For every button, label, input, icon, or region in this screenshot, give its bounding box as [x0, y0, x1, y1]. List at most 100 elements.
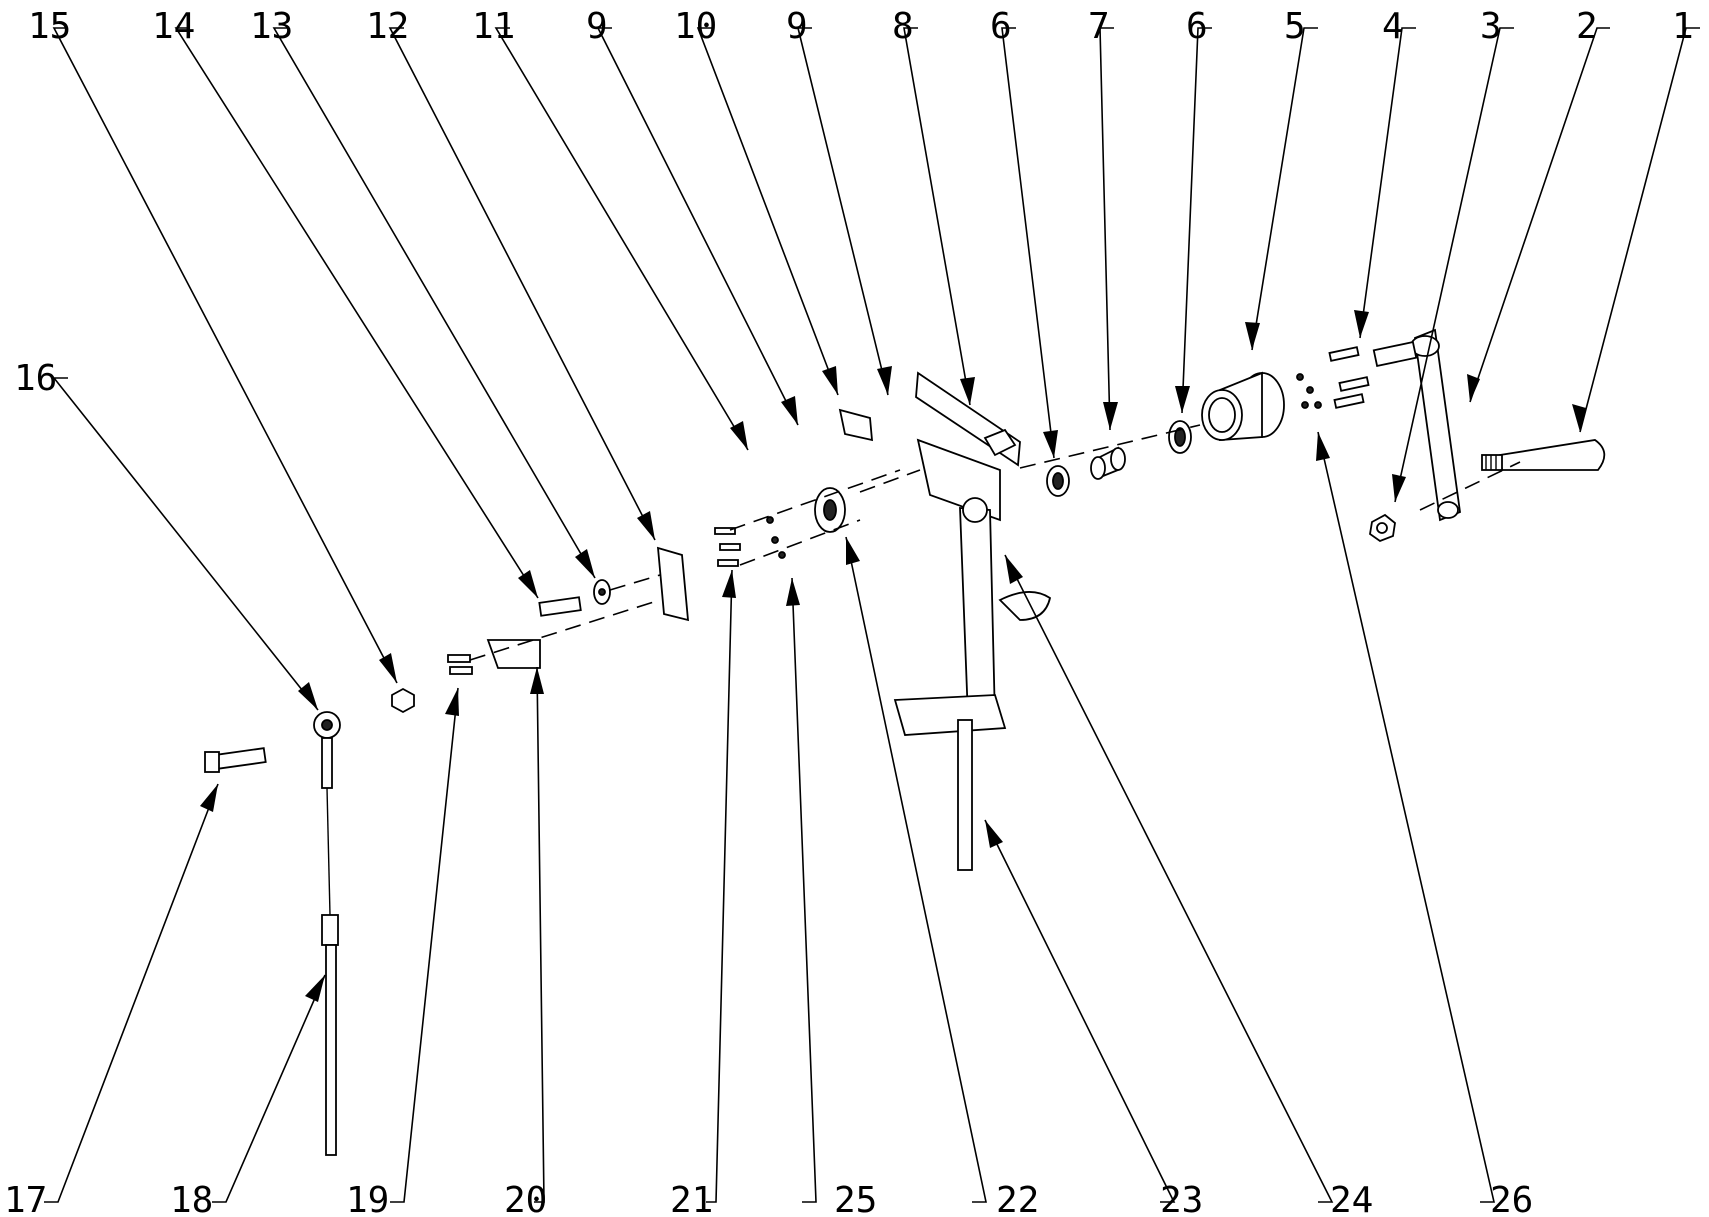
- part-angle-bracket-20: [486, 639, 541, 669]
- leader-6a: [1001, 27, 1055, 459]
- callout-2: 2: [1576, 6, 1598, 47]
- callout-16: 16: [14, 358, 57, 399]
- callout-4: 4: [1382, 6, 1404, 47]
- arrowhead-23: [985, 820, 1003, 848]
- arrowhead-6a: [1043, 430, 1058, 458]
- part-spacer-7: [1090, 446, 1126, 480]
- callout-25: 25: [834, 1180, 877, 1217]
- part-rod-23: [957, 719, 973, 871]
- callout-24: 24: [1330, 1180, 1373, 1217]
- leader-16: [52, 377, 319, 711]
- leader-5: [1251, 27, 1318, 351]
- callout-6b: 6: [1186, 6, 1208, 47]
- arrowhead-4: [1354, 310, 1369, 338]
- part-nut-3: [1369, 513, 1396, 543]
- leader-15: [52, 27, 398, 684]
- arrowhead-9a: [781, 396, 798, 425]
- part-washer-13: [593, 579, 611, 605]
- arrowhead-2: [1467, 374, 1480, 402]
- callout-9b: 9: [786, 6, 808, 47]
- part-bracket-10: [838, 408, 874, 442]
- arrowhead-5: [1245, 322, 1260, 350]
- part-bearing-6b: [1168, 420, 1192, 454]
- callout-6a: 6: [990, 6, 1012, 47]
- arrowhead-14: [518, 570, 538, 598]
- leader-23: [984, 819, 1176, 1203]
- part-bolt-17: [204, 747, 267, 773]
- part-screws-19: [447, 654, 473, 675]
- part-frame-column: [893, 438, 1052, 736]
- arrowhead-3: [1392, 474, 1406, 502]
- leader-arrowheads: [200, 310, 1586, 1002]
- arrowhead-10: [822, 366, 838, 395]
- callout-7: 7: [1088, 6, 1110, 47]
- arrowhead-25: [786, 578, 800, 606]
- callout-14: 14: [152, 6, 195, 47]
- callout-labels: 1 2 3 4 5 6 7 6 8 9 10 9 11 12 13 14 15 …: [4, 6, 1694, 1217]
- callout-18: 18: [170, 1180, 213, 1217]
- leader-lines: [44, 27, 1700, 1203]
- callout-8: 8: [892, 6, 914, 47]
- callout-9a: 9: [586, 6, 608, 47]
- leader-2: [1469, 27, 1610, 403]
- arrowhead-22: [846, 537, 860, 565]
- leader-8: [903, 27, 971, 406]
- arrowhead-7: [1103, 402, 1118, 430]
- part-nut-15: [391, 687, 415, 714]
- leader-22: [845, 536, 987, 1203]
- callout-13: 13: [250, 6, 293, 47]
- part-crank-arm: [1372, 328, 1461, 522]
- leader-11: [494, 27, 749, 451]
- callout-3: 3: [1480, 6, 1502, 47]
- arrowhead-11: [730, 421, 748, 450]
- leader-25: [791, 577, 817, 1203]
- leader-10: [696, 27, 839, 396]
- callout-21: 21: [670, 1180, 713, 1217]
- callout-20: 20: [504, 1180, 547, 1217]
- arrowhead-24: [1005, 555, 1023, 584]
- leader-1: [1579, 27, 1700, 433]
- arrowhead-12: [637, 511, 655, 540]
- leader-9b: [796, 27, 889, 396]
- part-pin-14: [538, 596, 582, 617]
- leader-21: [706, 569, 733, 1203]
- callout-17: 17: [4, 1180, 47, 1217]
- callout-23: 23: [1160, 1180, 1203, 1217]
- callout-19: 19: [346, 1180, 389, 1217]
- arrowhead-6b: [1175, 386, 1190, 413]
- arrowhead-1: [1572, 404, 1586, 432]
- callout-22: 22: [996, 1180, 1039, 1217]
- leader-9a: [596, 27, 799, 426]
- leader-18: [212, 974, 326, 1203]
- leader-19: [390, 687, 459, 1203]
- arrowhead-16: [298, 682, 318, 710]
- assembly-parts: [204, 328, 1606, 1156]
- part-flange-22: [814, 487, 846, 533]
- assembly-axes: [469, 424, 1521, 661]
- leader-14: [174, 27, 539, 599]
- part-screws-4: [1296, 346, 1370, 409]
- leader-20: [534, 666, 545, 1203]
- arrowhead-13: [575, 549, 595, 578]
- callout-10: 10: [674, 6, 717, 47]
- callout-12: 12: [366, 6, 409, 47]
- leader-7: [1099, 27, 1114, 431]
- leader-12: [388, 27, 656, 541]
- arrowhead-9b: [877, 366, 892, 395]
- arrowhead-21: [722, 570, 736, 598]
- arrowhead-18: [305, 975, 325, 1002]
- part-screws-21: [714, 516, 786, 567]
- callout-26: 26: [1490, 1180, 1533, 1217]
- callout-1: 1: [1672, 6, 1694, 47]
- part-rod-end-16: [313, 711, 341, 1156]
- callout-15: 15: [28, 6, 71, 47]
- leader-26: [1317, 431, 1496, 1203]
- part-plate-12: [656, 546, 690, 622]
- part-flange-housing-5: [1201, 371, 1285, 441]
- leader-13: [272, 27, 596, 579]
- leader-6b: [1181, 27, 1212, 414]
- callout-11: 11: [472, 6, 515, 47]
- arrowhead-8: [960, 377, 975, 405]
- part-knob: [1481, 439, 1606, 471]
